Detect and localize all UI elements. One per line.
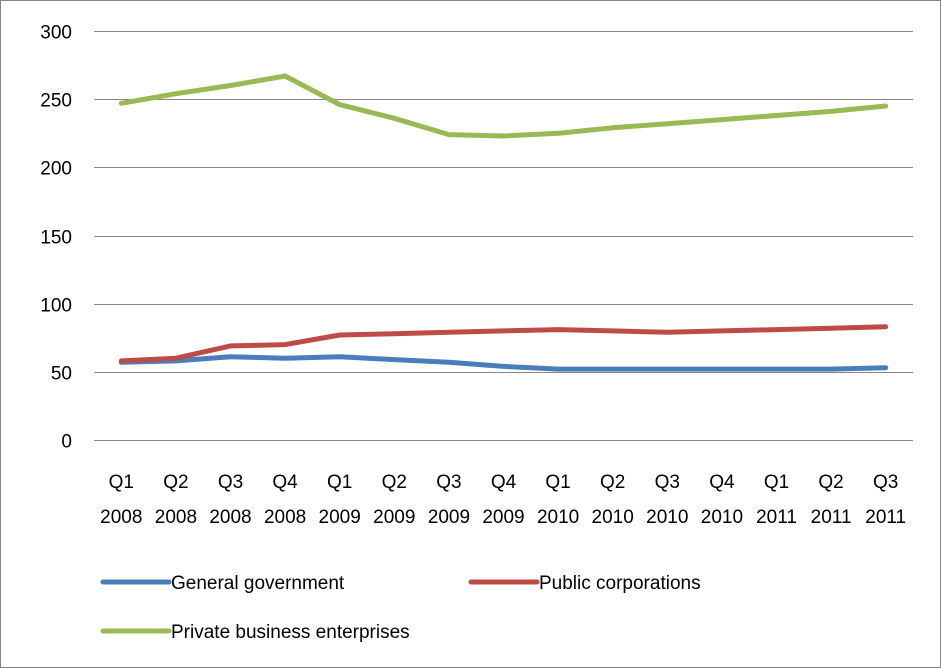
x-tick-label: Q3 bbox=[873, 472, 898, 493]
x-tick-label: 2010 bbox=[646, 507, 688, 528]
x-tick-label: Q4 bbox=[709, 472, 735, 493]
series-line bbox=[118, 324, 889, 364]
x-axis-ticks: Q1 2008 Q2 2008 Q3 2008 Q4 2008 Q1 2009 Q2 2009 Q3 20… bbox=[100, 472, 906, 528]
legend-label: Public corporations bbox=[539, 573, 701, 594]
y-tick-label: 150 bbox=[40, 228, 72, 249]
x-tick-label: 2011 bbox=[811, 507, 852, 528]
legend: General government Public corporations Pri… bbox=[100, 573, 701, 643]
y-axis-ticks: 0 50 100 150 200 250 300 bbox=[40, 23, 72, 453]
x-tick-label: Q2 bbox=[163, 472, 188, 493]
series-lines bbox=[118, 73, 889, 372]
y-tick-label: 50 bbox=[51, 364, 72, 385]
x-tick-label: 2008 bbox=[100, 507, 142, 528]
y-tick-label: 300 bbox=[40, 23, 72, 44]
x-tick-label: 2009 bbox=[482, 507, 524, 528]
x-tick-label: 2008 bbox=[155, 507, 197, 528]
series-line bbox=[118, 354, 889, 372]
x-tick-label: Q3 bbox=[218, 472, 243, 493]
x-tick-label: Q2 bbox=[600, 472, 625, 493]
y-tick-label: 0 bbox=[61, 432, 72, 453]
x-tick-label: Q1 bbox=[327, 472, 352, 493]
legend-label: Private business enterprises bbox=[171, 622, 410, 643]
x-tick-label: Q1 bbox=[109, 472, 134, 493]
gridlines bbox=[94, 31, 913, 441]
x-tick-label: Q2 bbox=[818, 472, 843, 493]
y-tick-label: 250 bbox=[40, 91, 72, 112]
y-tick-label: 100 bbox=[40, 296, 72, 317]
x-tick-label: 2011 bbox=[756, 507, 797, 528]
x-tick-label: Q4 bbox=[491, 472, 517, 493]
x-tick-label: 2009 bbox=[373, 507, 415, 528]
x-tick-label: Q2 bbox=[382, 472, 407, 493]
x-tick-label: Q4 bbox=[272, 472, 298, 493]
x-tick-label: 2011 bbox=[865, 507, 906, 528]
x-tick-label: 2010 bbox=[701, 507, 743, 528]
x-tick-label: 2010 bbox=[537, 507, 579, 528]
x-tick-label: 2008 bbox=[264, 507, 306, 528]
x-tick-label: Q3 bbox=[436, 472, 461, 493]
legend-label: General government bbox=[171, 573, 345, 594]
x-tick-label: 2009 bbox=[319, 507, 361, 528]
x-tick-label: Q1 bbox=[764, 472, 789, 493]
y-tick-label: 200 bbox=[40, 159, 72, 180]
x-tick-label: Q1 bbox=[545, 472, 570, 493]
x-tick-label: 2008 bbox=[209, 507, 251, 528]
x-tick-label: Q3 bbox=[655, 472, 680, 493]
x-tick-label: 2009 bbox=[428, 507, 470, 528]
x-tick-label: 2010 bbox=[592, 507, 634, 528]
series-line bbox=[118, 73, 889, 139]
